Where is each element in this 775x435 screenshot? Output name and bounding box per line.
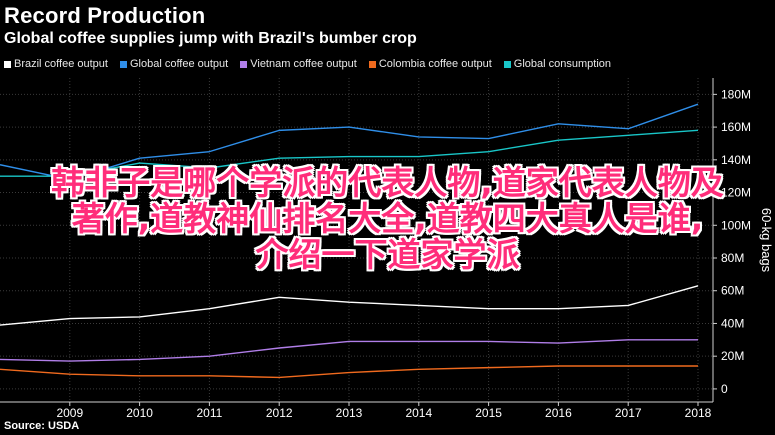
legend-swatch-global-output (119, 60, 127, 68)
y-tick-label: 120M (721, 186, 751, 200)
legend-label-vietnam: Vietnam coffee output (250, 58, 357, 70)
y-tick-label: 140M (721, 153, 751, 167)
chart-title: Record Production (4, 3, 206, 28)
legend-swatch-vietnam (240, 60, 248, 68)
y-tick-label: 40M (721, 316, 744, 330)
legend-label-consumption: Global consumption (513, 58, 612, 70)
legend-item-consumption: Global consumption (503, 58, 612, 70)
source-note: Source: USDA (4, 420, 80, 432)
x-tick-label: 2017 (615, 406, 642, 420)
series-line-colombia-coffee-output (0, 365, 698, 379)
x-tick-label: 2018 (685, 406, 712, 420)
y-tick-label: 160M (721, 120, 751, 134)
y-tick-label: 100M (721, 218, 751, 232)
x-tick-label: 2011 (196, 406, 222, 420)
legend-label-global-output: Global coffee output (129, 58, 229, 70)
x-tick-label: 2012 (266, 406, 293, 420)
series-line-vietnam-coffee-output (0, 339, 698, 362)
legend-swatch-consumption (503, 60, 511, 68)
series-line-global-coffee-output (0, 103, 699, 181)
x-tick-label: 2014 (405, 406, 432, 420)
legend-label-brazil: Brazil coffee output (14, 58, 108, 70)
y-tick-label: 80M (721, 251, 744, 265)
y-tick-label: 0 (721, 382, 728, 396)
x-tick-label: 2015 (475, 406, 502, 420)
legend-item-vietnam: Vietnam coffee output (240, 58, 357, 70)
y-tick-label: 20M (721, 349, 744, 363)
y-tick-label: 60M (721, 284, 744, 298)
legend-item-brazil: Brazil coffee output (4, 58, 108, 70)
legend-label-colombia: Colombia coffee output (378, 58, 492, 70)
chart-legend: Brazil coffee output Global coffee outpu… (4, 58, 611, 70)
series-line-global-consumption (0, 129, 699, 177)
x-tick-label: 2009 (56, 406, 83, 420)
legend-item-global-output: Global coffee output (119, 58, 229, 70)
x-tick-label: 2010 (126, 406, 153, 420)
legend-swatch-brazil (4, 60, 11, 68)
series-line-brazil-coffee-output (0, 285, 699, 326)
legend-item-colombia: Colombia coffee output (368, 58, 492, 70)
x-tick-label: 2016 (545, 406, 572, 420)
legend-swatch-colombia (368, 60, 376, 68)
y-tick-label: 180M (721, 87, 751, 101)
y-axis-label: 60-kg bags (759, 208, 774, 273)
x-tick-label: 2013 (336, 406, 363, 420)
chart-subtitle: Global coffee supplies jump with Brazil'… (4, 30, 417, 47)
